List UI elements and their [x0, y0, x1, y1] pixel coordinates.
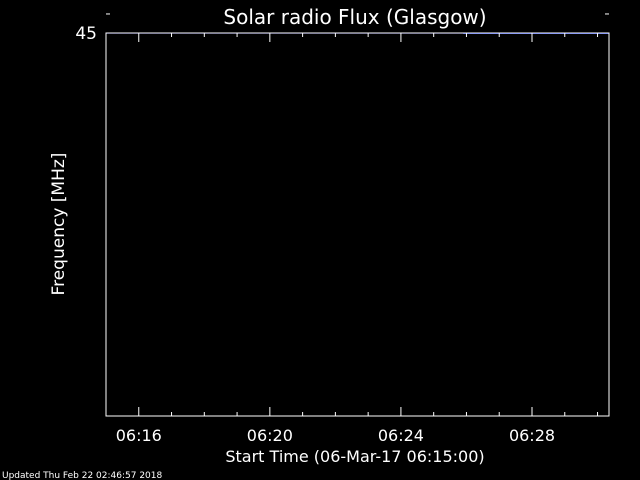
y-axis: 455055607080 [75, 13, 609, 44]
x-tick-label: 06:24 [378, 426, 424, 445]
x-tick-label: 06:28 [509, 426, 555, 445]
x-tick-label: 06:20 [247, 426, 293, 445]
y-axis-label: Frequency [MHz] [49, 153, 69, 296]
y-tick-label: 45 [75, 24, 97, 44]
chart-title: Solar radio Flux (Glasgow) [223, 5, 486, 29]
x-axis: 06:16 06:20 06:24 06:28 [105, 33, 599, 445]
x-tick-label: 06:16 [116, 426, 162, 445]
x-axis-label: Start Time (06-Mar-17 06:15:00) [225, 447, 484, 466]
plot-area [105, 32, 610, 417]
plot-frame [105, 32, 610, 417]
updated-timestamp: Updated Thu Feb 22 02:46:57 2018 [2, 471, 163, 480]
